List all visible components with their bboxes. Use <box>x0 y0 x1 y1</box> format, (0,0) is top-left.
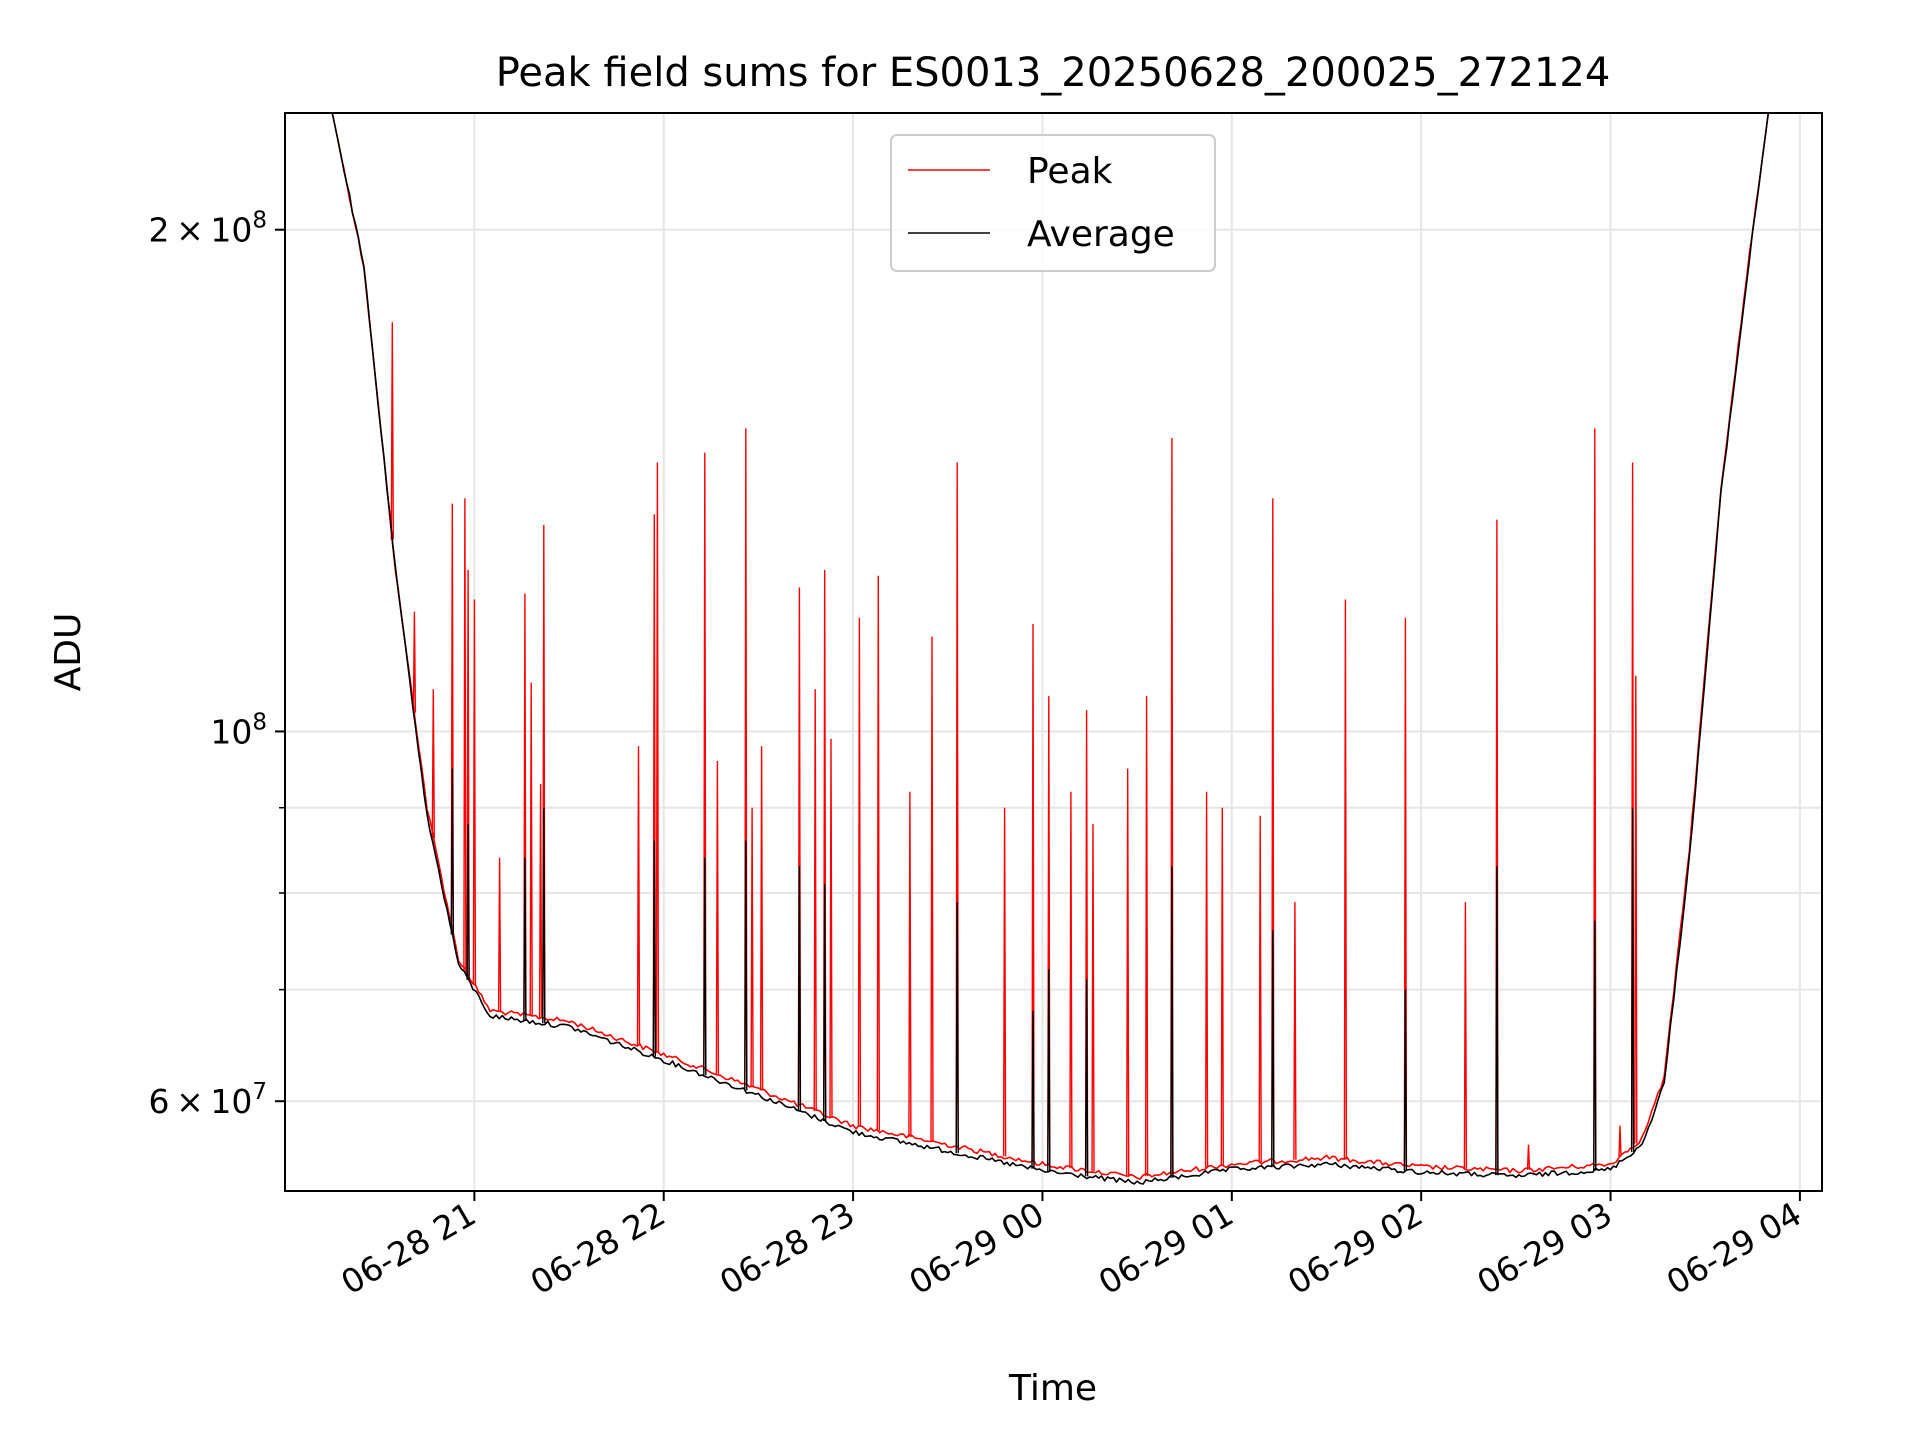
series-average-spike-1 <box>466 823 470 980</box>
series-peak-spike-43 <box>1343 599 1348 1160</box>
series-average-spike-16 <box>1495 866 1499 1176</box>
series-peak-spike-49 <box>1618 1125 1622 1157</box>
series-peak-spike-24 <box>857 617 862 1128</box>
y-tick-label-2: 2 × 108 <box>149 208 267 250</box>
series-peak-spike-19 <box>759 746 764 1091</box>
series-peak-spike-18 <box>750 807 754 1087</box>
series-peak-spike-26 <box>908 791 912 1138</box>
series-average-spike-3 <box>542 807 546 1024</box>
series-peak-spike-39 <box>1220 807 1224 1166</box>
series-peak-spike-10 <box>538 783 543 1018</box>
series-peak-spike-9 <box>529 682 533 1017</box>
series-average-spike-2 <box>523 857 527 1021</box>
series-average-spike-5 <box>703 857 707 1076</box>
series-peak-spike-40 <box>1258 815 1262 1163</box>
series-peak-spike-16 <box>715 760 720 1075</box>
series-peak-spike-2 <box>431 689 435 839</box>
series-peak-spike-7 <box>497 857 502 1012</box>
legend-box <box>890 134 1216 272</box>
series-peak-line <box>285 113 1822 1180</box>
series-group <box>285 113 1822 1185</box>
series-peak-spike-35 <box>1126 768 1130 1177</box>
series-peak-spike-32 <box>1069 791 1073 1169</box>
series-peak-spike-27 <box>930 636 934 1142</box>
y-axis: 6 × 107 108 2 × 108 <box>149 208 285 1121</box>
legend: Peak Average <box>890 134 1216 272</box>
series-peak-spike-1 <box>412 611 417 713</box>
legend-peak-label: Peak <box>1027 151 1113 192</box>
series-peak-spike-5 <box>463 498 467 970</box>
series-peak-spike-47 <box>1526 1144 1531 1170</box>
series-peak-spike-42 <box>1293 902 1297 1160</box>
series-peak-spike-48 <box>1593 428 1597 1166</box>
series-average-spike-17 <box>1593 920 1597 1171</box>
chart-title: Peak field sums for ES0013_20250628_2000… <box>496 50 1611 96</box>
series-average-spike-10 <box>1031 1010 1035 1169</box>
series-average-spike-4 <box>652 840 656 1057</box>
series-peak-spike-29 <box>1002 807 1007 1157</box>
y-tick-label-1: 108 <box>210 709 267 751</box>
legend-average-label: Average <box>1027 214 1175 255</box>
series-peak-spike-30 <box>1031 623 1035 1163</box>
series-peak-spike-0 <box>390 322 394 540</box>
series-peak-spike-23 <box>829 738 833 1118</box>
x-axis-label: Time <box>1008 1368 1097 1409</box>
series-peak-spike-12 <box>636 746 641 1046</box>
plot-frame <box>284 112 1823 1192</box>
series-average-spike-0 <box>450 768 454 935</box>
series-average-spike-8 <box>823 883 827 1122</box>
series-peak-spike-51 <box>1634 675 1638 1144</box>
series-peak-spike-38 <box>1204 791 1209 1168</box>
series-average-spike-18 <box>1630 807 1635 1153</box>
series-peak-spike-21 <box>813 689 817 1112</box>
series-peak-spike-44 <box>1403 617 1408 1166</box>
series-average-spike-6 <box>744 840 748 1091</box>
series-peak-spike-25 <box>876 575 880 1131</box>
series-average-line <box>285 113 1822 1185</box>
series-average-spike-11 <box>1047 969 1051 1172</box>
y-axis-label: ADU <box>48 613 89 692</box>
series-peak-spike-45 <box>1463 902 1468 1169</box>
series-average-spike-14 <box>1271 930 1275 1168</box>
series-peak-spike-36 <box>1144 696 1149 1177</box>
y-tick-label-0: 6 × 107 <box>149 1079 267 1121</box>
series-average-spike-15 <box>1403 989 1408 1171</box>
series-average-spike-7 <box>797 866 802 1112</box>
series-average-spike-13 <box>1170 866 1174 1178</box>
series-peak-spike-14 <box>655 462 660 1053</box>
series-average-spike-9 <box>955 902 959 1154</box>
series-average-spike-12 <box>1084 979 1089 1177</box>
series-peak-spike-34 <box>1091 823 1095 1172</box>
series-peak-spike-6 <box>472 599 477 985</box>
